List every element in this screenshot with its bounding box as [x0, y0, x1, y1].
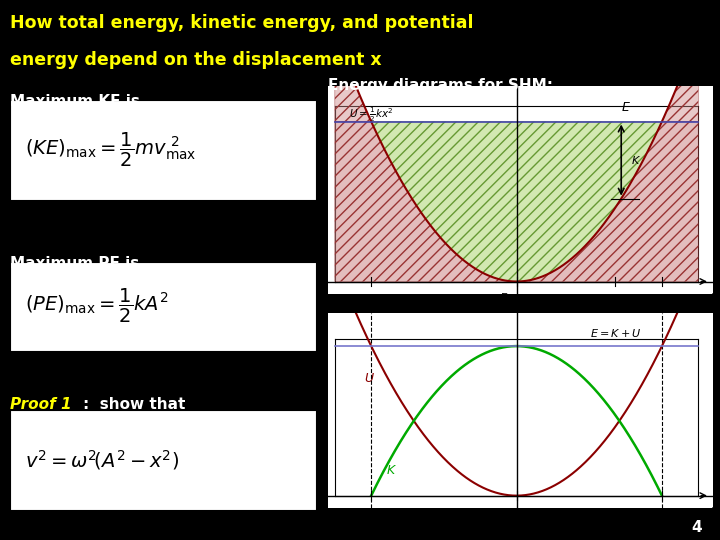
- Text: $(PE)_{\max} = \dfrac{1}{2}kA^{2}$: $(PE)_{\max} = \dfrac{1}{2}kA^{2}$: [25, 287, 169, 326]
- Text: $A$: $A$: [657, 512, 667, 524]
- Text: $O$: $O$: [511, 299, 522, 311]
- Text: $A$: $A$: [657, 299, 667, 311]
- Text: :  show that: : show that: [83, 397, 185, 412]
- Text: Maximum PE is: Maximum PE is: [10, 256, 140, 272]
- Text: $(KE)_{\max} = \dfrac{1}{2}mv_{\max}^{\ 2}$: $(KE)_{\max} = \dfrac{1}{2}mv_{\max}^{\ …: [25, 131, 197, 169]
- Text: $E = K + U$: $E = K + U$: [590, 327, 641, 339]
- Text: How total energy, kinetic energy, and potential: How total energy, kinetic energy, and po…: [10, 14, 474, 31]
- Text: $v^{2} = \omega^{2}\!\left(A^{2} - x^{2}\right)$: $v^{2} = \omega^{2}\!\left(A^{2} - x^{2}…: [25, 448, 179, 472]
- Text: energy depend on the displacement x: energy depend on the displacement x: [10, 51, 382, 69]
- Text: $-A$: $-A$: [362, 299, 380, 311]
- Text: Proof 1: Proof 1: [10, 397, 72, 412]
- Text: $U = \frac{1}{2}kx^2$: $U = \frac{1}{2}kx^2$: [349, 106, 394, 124]
- Text: $K$: $K$: [386, 464, 397, 477]
- Text: 4: 4: [691, 519, 702, 535]
- Text: Energy diagrams for SHM:: Energy diagrams for SHM:: [328, 78, 553, 93]
- Text: $x$: $x$: [710, 291, 719, 301]
- Text: $-A$: $-A$: [362, 512, 380, 524]
- Text: Energy: Energy: [500, 293, 540, 303]
- Text: $U$: $U$: [364, 373, 375, 386]
- Text: Energy: Energy: [500, 66, 540, 76]
- Text: $E$: $E$: [621, 100, 631, 113]
- Text: $x$: $x$: [710, 504, 719, 515]
- Text: $K$: $K$: [631, 154, 642, 166]
- Text: $O$: $O$: [511, 512, 522, 524]
- Text: $x$: $x$: [611, 299, 620, 309]
- Text: Maximum KE is: Maximum KE is: [10, 94, 140, 110]
